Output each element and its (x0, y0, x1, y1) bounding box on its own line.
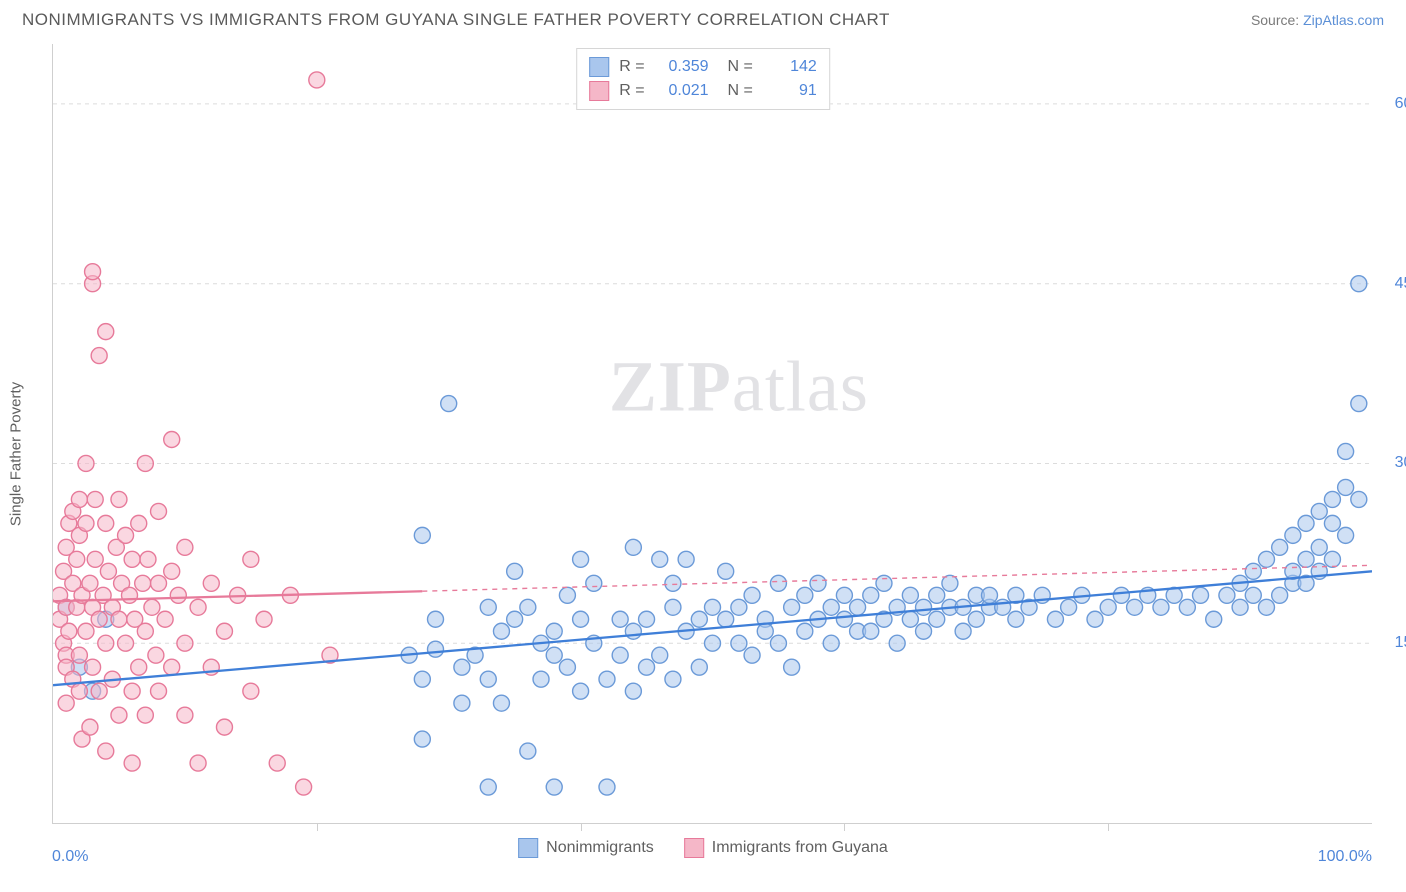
legend-series: Nonimmigrants Immigrants from Guyana (518, 838, 888, 858)
legend-swatch-blue (518, 838, 538, 858)
legend-item-immigrants: Immigrants from Guyana (684, 838, 888, 858)
n-label: N = (719, 55, 753, 79)
r-value-2: 0.021 (655, 79, 709, 103)
chart-container: Single Father Poverty ZIPatlas 15.0%30.0… (22, 44, 1384, 864)
n-value-2: 91 (763, 79, 817, 103)
legend-stats-row-2: R = 0.021 N = 91 (589, 79, 817, 103)
y-tick-label: 30.0% (1395, 454, 1406, 472)
legend-label: Immigrants from Guyana (712, 839, 888, 857)
y-tick-label: 45.0% (1395, 275, 1406, 293)
legend-swatch-pink (684, 838, 704, 858)
header-bar: NONIMMIGRANTS VS IMMIGRANTS FROM GUYANA … (0, 0, 1406, 38)
source-prefix: Source: (1251, 12, 1303, 28)
x-axis-label-right: 100.0% (1318, 848, 1372, 866)
legend-stats-row-1: R = 0.359 N = 142 (589, 55, 817, 79)
x-tick (844, 823, 845, 831)
x-tick (1108, 823, 1109, 831)
y-axis-label: Single Father Poverty (8, 382, 25, 526)
x-axis-label-left: 0.0% (52, 848, 88, 866)
legend-stats: R = 0.359 N = 142 R = 0.021 N = 91 (576, 48, 830, 110)
source-label: Source: ZipAtlas.com (1251, 12, 1384, 28)
x-tick (581, 823, 582, 831)
chart-title: NONIMMIGRANTS VS IMMIGRANTS FROM GUYANA … (22, 10, 890, 30)
plot-svg (53, 44, 1372, 823)
source-link[interactable]: ZipAtlas.com (1303, 12, 1384, 28)
y-tick-label: 60.0% (1395, 95, 1406, 113)
r-label: R = (619, 79, 644, 103)
r-value-1: 0.359 (655, 55, 709, 79)
plot-area: ZIPatlas 15.0%30.0%45.0%60.0% (52, 44, 1372, 824)
legend-swatch-pink (589, 81, 609, 101)
r-label: R = (619, 55, 644, 79)
x-tick (317, 823, 318, 831)
y-tick-label: 15.0% (1395, 634, 1406, 652)
legend-label: Nonimmigrants (546, 839, 654, 857)
n-label: N = (719, 79, 753, 103)
legend-item-nonimmigrants: Nonimmigrants (518, 838, 654, 858)
legend-swatch-blue (589, 57, 609, 77)
n-value-1: 142 (763, 55, 817, 79)
